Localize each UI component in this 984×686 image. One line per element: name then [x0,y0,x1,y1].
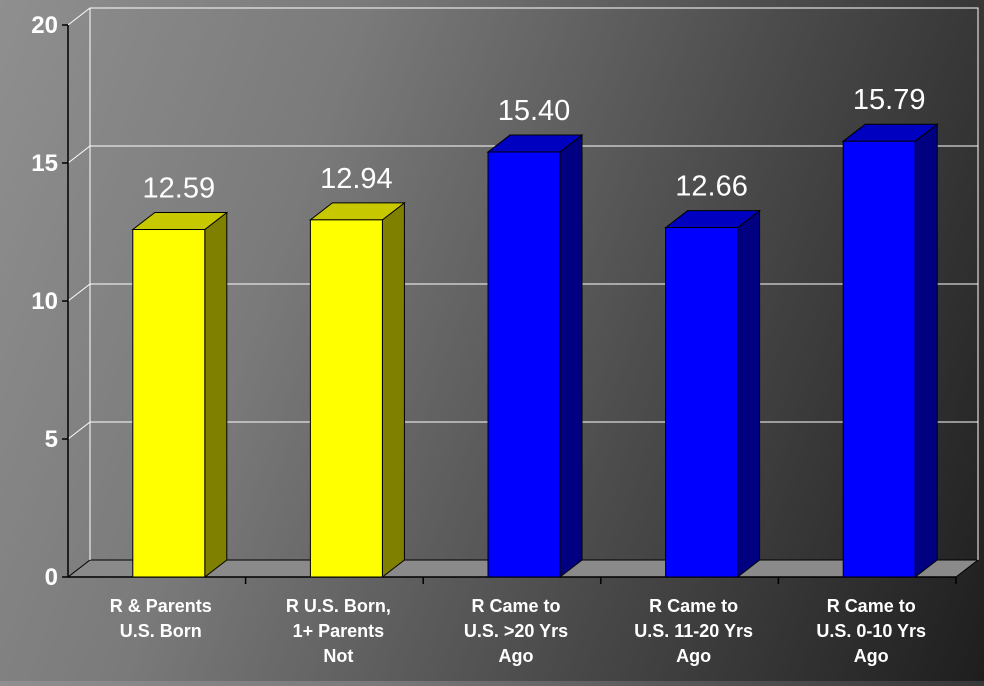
x-tick-label: U.S. 0-10 Yrs [816,621,926,641]
bar [309,219,383,578]
x-tick-label: Ago [676,646,711,666]
y-tick-label: 10 [31,288,58,315]
bar-side [559,133,583,579]
data-label: 15.40 [498,95,571,127]
x-tick-label: Ago [499,646,534,666]
data-label: 12.94 [320,163,393,195]
x-tick-label: U.S. >20 Yrs [464,621,568,641]
x-tick-label: U.S. 11-20 Yrs [634,621,753,641]
y-tick-label: 20 [31,12,58,39]
y-tick-label: 5 [45,426,58,453]
x-tick-label: 1+ Parents [293,621,385,641]
x-tick-label: R Came to [649,596,738,616]
bar-side [204,211,228,579]
bar-side [381,201,405,579]
x-tick-label: R & Parents [110,596,212,616]
gridline-side [67,283,91,302]
x-tick-label: Not [323,646,353,666]
bar [487,151,561,578]
x-tick-label: Ago [854,646,889,666]
gridline-side [67,145,91,164]
bar-side [914,123,938,579]
data-label: 15.79 [853,84,926,116]
x-tick-label: R Came to [827,596,916,616]
y-tick-label: 0 [45,564,58,591]
side-wall-top-edge [67,7,91,26]
data-label: 12.66 [675,171,748,203]
x-tick-label: U.S. Born [120,621,202,641]
x-tick-label: R U.S. Born, [286,596,391,616]
bar [842,140,916,578]
y-tick-label: 15 [31,150,58,177]
data-label: 12.59 [143,173,216,205]
bar [665,227,739,578]
bar [132,229,206,578]
bar-side [737,209,761,579]
x-tick-label: R Came to [471,596,560,616]
gridline-side [67,421,91,440]
